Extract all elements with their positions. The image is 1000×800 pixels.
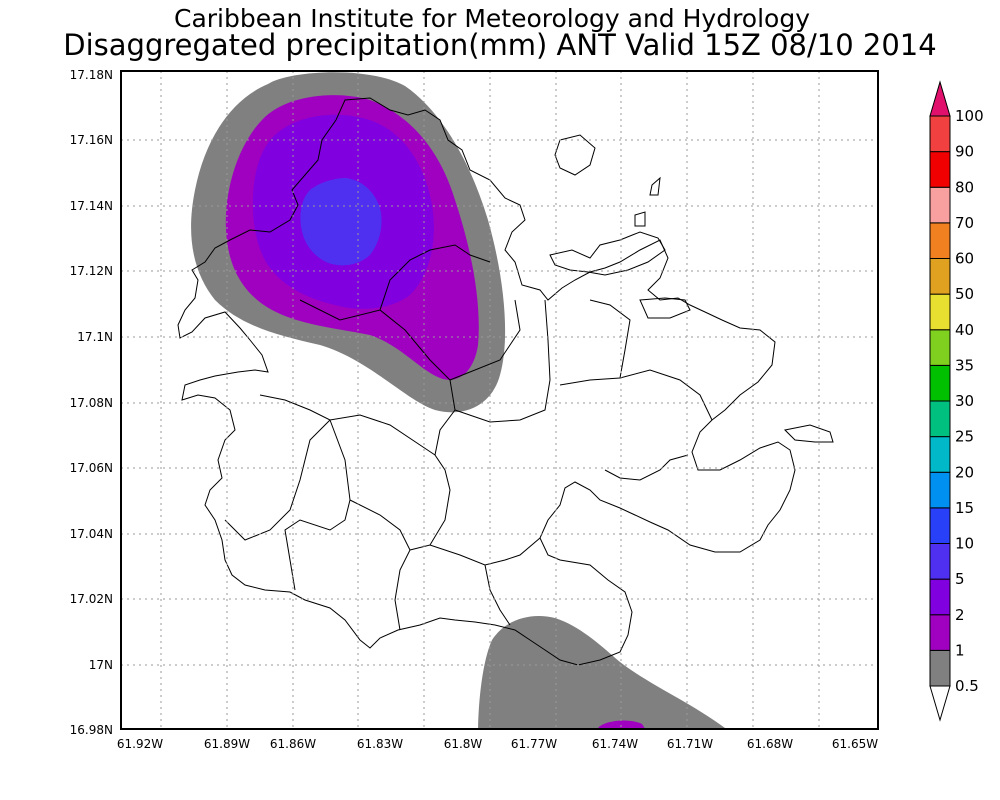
legend-swatch bbox=[929, 329, 951, 366]
x-tick-label: 61.89W bbox=[204, 737, 250, 751]
y-tick-label: 17.08N bbox=[70, 396, 113, 410]
interior-boundaries bbox=[224, 244, 713, 631]
legend-level-label: 50 bbox=[955, 285, 974, 303]
legend-swatch bbox=[929, 578, 951, 616]
legend-arrow-high bbox=[929, 80, 951, 117]
legend-level-label: 80 bbox=[955, 178, 974, 196]
legend-level-label: 90 bbox=[955, 143, 974, 161]
legend-swatch bbox=[929, 151, 951, 188]
legend-level-label: 60 bbox=[955, 250, 974, 268]
legend-level-label: 70 bbox=[955, 214, 974, 232]
y-tick-label: 17.1N bbox=[77, 330, 113, 344]
x-tick-label: 61.83W bbox=[357, 737, 403, 751]
legend-level-label: 40 bbox=[955, 321, 974, 339]
legend-level-label: 1 bbox=[955, 641, 965, 659]
graticule bbox=[121, 71, 878, 729]
legend-swatch bbox=[929, 507, 951, 544]
x-tick-label: 61.86W bbox=[270, 737, 316, 751]
y-tick-label: 17.02N bbox=[70, 592, 113, 606]
legend-swatch bbox=[929, 186, 951, 224]
precipitation-field bbox=[191, 72, 725, 729]
x-tick-label: 61.68W bbox=[747, 737, 793, 751]
legend-level-label: 10 bbox=[955, 535, 974, 553]
x-tick-label: 61.8W bbox=[444, 737, 483, 751]
map-panel bbox=[120, 70, 879, 730]
y-tick-label: 16.98N bbox=[70, 723, 113, 737]
x-tick-label: 61.92W bbox=[117, 737, 163, 751]
x-tick-label: 61.65W bbox=[832, 737, 878, 751]
y-tick-label: 17.14N bbox=[70, 199, 113, 213]
legend-level-label: 0.5 bbox=[955, 677, 979, 695]
legend-swatch bbox=[929, 364, 951, 402]
legend-swatch bbox=[929, 649, 951, 687]
y-tick-label: 17.06N bbox=[70, 461, 113, 475]
legend-swatch bbox=[929, 400, 951, 438]
islets-northeast bbox=[549, 134, 834, 443]
institute-title: Caribbean Institute for Meteorology and … bbox=[174, 4, 810, 33]
legend-level-label: 25 bbox=[955, 428, 974, 446]
legend-swatch bbox=[929, 614, 951, 651]
legend-level-label: 15 bbox=[955, 499, 974, 517]
legend-level-label: 100 bbox=[955, 107, 984, 125]
x-axis: 61.92W 61.89W 61.86W 61.83W 61.8W 61.77W… bbox=[117, 737, 878, 751]
legend-swatch bbox=[929, 471, 951, 509]
coastline bbox=[177, 97, 834, 666]
legend-level-label: 30 bbox=[955, 392, 974, 410]
legend-swatch bbox=[929, 293, 951, 331]
precip-area-gt-5 bbox=[300, 178, 382, 266]
x-tick-label: 61.71W bbox=[667, 737, 713, 751]
y-tick-label: 17.16N bbox=[70, 133, 113, 147]
y-tick-label: 17N bbox=[89, 658, 113, 672]
precip-area-gt-0-5-south bbox=[478, 616, 725, 729]
legend-level-label: 2 bbox=[955, 606, 965, 624]
map-frame bbox=[120, 70, 879, 730]
island-outline bbox=[177, 97, 796, 666]
legend-swatch bbox=[929, 543, 951, 580]
x-tick-label: 61.74W bbox=[592, 737, 638, 751]
legend-swatch bbox=[929, 258, 951, 295]
legend-level-label: 5 bbox=[955, 570, 965, 588]
legend-level-label: 35 bbox=[955, 356, 974, 374]
x-tick-label: 61.77W bbox=[511, 737, 557, 751]
legend-swatch bbox=[929, 115, 951, 153]
legend-arrow-low bbox=[929, 685, 951, 722]
y-tick-label: 17.04N bbox=[70, 527, 113, 541]
legend-swatch bbox=[929, 222, 951, 259]
map-title: Disaggregated precipitation(mm) ANT Vali… bbox=[63, 28, 936, 62]
precip-area-gt-1-south bbox=[597, 720, 646, 729]
y-tick-label: 17.12N bbox=[70, 264, 113, 278]
y-axis: 17.18N 17.16N 17.14N 17.12N 17.1N 17.08N… bbox=[70, 68, 113, 737]
y-tick-label: 17.18N bbox=[70, 68, 113, 82]
legend-swatch bbox=[929, 436, 951, 473]
legend-level-label: 20 bbox=[955, 463, 974, 481]
